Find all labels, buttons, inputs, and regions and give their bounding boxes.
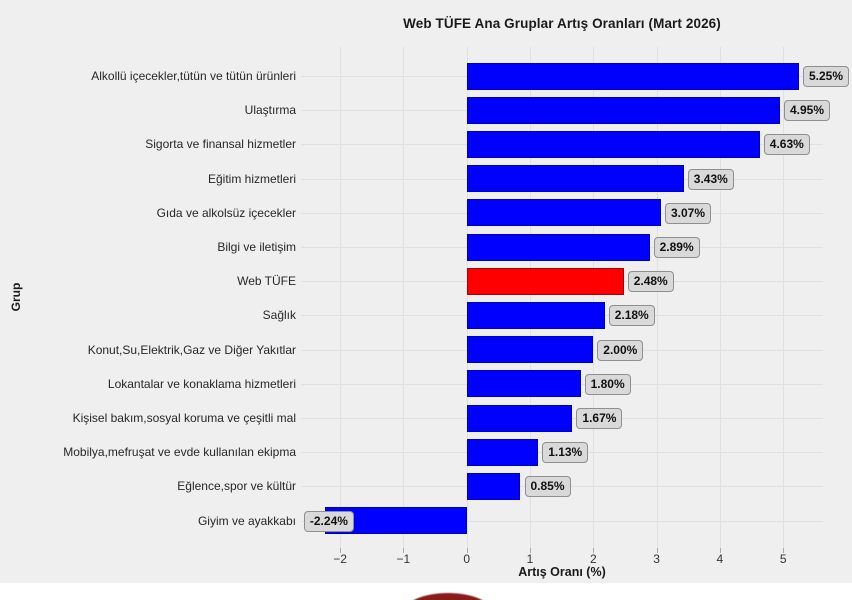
bar	[466, 130, 760, 158]
category-label: Sağlık	[262, 308, 296, 323]
value-badge: 4.63%	[763, 134, 810, 156]
bar	[466, 62, 799, 90]
bar-chart: Web TÜFE Ana Gruplar Artış Oranları (Mar…	[0, 0, 852, 583]
x-axis-label: Artış Oranı (%)	[518, 565, 606, 579]
category-label: Ulaştırma	[244, 103, 296, 118]
bar	[466, 233, 650, 261]
value-badge: 2.00%	[597, 339, 644, 361]
gridline-vertical	[530, 47, 531, 548]
category-label: Web TÜFE	[237, 274, 296, 289]
bar	[466, 301, 605, 329]
x-tick-label: −1	[396, 552, 411, 566]
bar	[466, 404, 573, 432]
value-badge: 0.85%	[524, 476, 571, 498]
gridline-vertical	[783, 47, 785, 548]
chart-title: Web TÜFE Ana Gruplar Artış Oranları (Mar…	[403, 16, 721, 31]
x-tick-label: 5	[779, 552, 787, 566]
category-label: Giyim ve ayakkabı	[197, 513, 296, 528]
category-label: Alkollü içecekler,tütün ve tütün ürünler…	[91, 69, 296, 83]
gridline-vertical	[466, 47, 468, 548]
value-badge: 3.07%	[665, 202, 712, 224]
category-label: Lokantalar ve konaklama hizmetleri	[107, 376, 296, 391]
bar	[466, 438, 539, 466]
category-label: Konut,Su,Elektrik,Gaz ve Diğer Yakıtlar	[87, 342, 296, 357]
x-tick-mark	[403, 548, 405, 553]
x-tick-mark	[656, 548, 658, 553]
x-tick-label: 1	[526, 552, 534, 566]
bar	[466, 370, 581, 398]
x-tick-label: 4	[716, 552, 724, 566]
bar	[466, 336, 594, 364]
value-badge: -2.24%	[303, 510, 354, 532]
category-label: Sigorta ve finansal hizmetler	[145, 137, 296, 152]
bar	[466, 96, 780, 124]
value-badge: 1.13%	[542, 442, 589, 464]
x-tick-mark	[719, 548, 721, 553]
value-badge: 1.80%	[584, 373, 631, 395]
x-tick-mark	[340, 548, 342, 553]
category-label: Eğlence,spor ve kültür	[177, 479, 296, 494]
category-label: Bilgi ve iletişim	[217, 240, 296, 254]
x-tick-label: 3	[653, 552, 660, 566]
bar	[466, 472, 521, 500]
x-tick-label: 0	[463, 552, 471, 566]
value-badge: 2.48%	[627, 271, 674, 293]
x-tick-mark	[530, 548, 531, 553]
x-tick-label: −2	[333, 552, 347, 566]
gridline-vertical	[340, 47, 342, 548]
category-label: Eğitim hizmetleri	[207, 171, 296, 186]
gridline-vertical	[719, 47, 721, 548]
value-badge: 4.95%	[784, 100, 831, 122]
gridline-vertical	[656, 47, 658, 548]
gridline-vertical	[403, 47, 405, 548]
category-label: Kişisel bakım,sosyal koruma ve çeşitli m…	[72, 411, 296, 425]
value-badge: 1.67%	[576, 408, 623, 429]
category-label: Gıda ve alkolsüz içecekler	[156, 205, 296, 220]
x-tick-label: 2	[589, 552, 597, 566]
bar	[466, 165, 684, 193]
gridline-horizontal	[301, 520, 823, 522]
value-badge: 5.25%	[803, 66, 850, 87]
plot-area: 5.25% 4.95% 4.63% 3.43% 3.07% 2.89% 2.48% 2.18%…	[301, 47, 850, 548]
category-label: Mobilya,mefruşat ve evde kullanılan ekip…	[63, 445, 296, 460]
x-tick-mark	[783, 548, 785, 553]
value-badge: 2.89%	[653, 237, 700, 258]
value-badge: 3.43%	[687, 168, 734, 190]
gridline-vertical	[593, 47, 595, 548]
bar-highlight	[466, 267, 624, 295]
bar	[466, 199, 661, 227]
x-tick-mark	[593, 548, 595, 553]
x-tick-mark	[466, 548, 468, 553]
value-badge: 2.18%	[608, 305, 655, 327]
partial-logo-arc	[403, 593, 493, 600]
